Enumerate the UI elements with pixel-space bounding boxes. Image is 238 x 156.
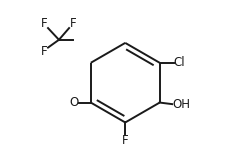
Text: F: F (70, 17, 76, 30)
Text: O: O (70, 96, 79, 109)
Text: F: F (41, 45, 47, 58)
Text: F: F (41, 17, 47, 30)
Text: Cl: Cl (174, 56, 185, 69)
Text: F: F (122, 134, 129, 147)
Text: OH: OH (172, 98, 190, 111)
